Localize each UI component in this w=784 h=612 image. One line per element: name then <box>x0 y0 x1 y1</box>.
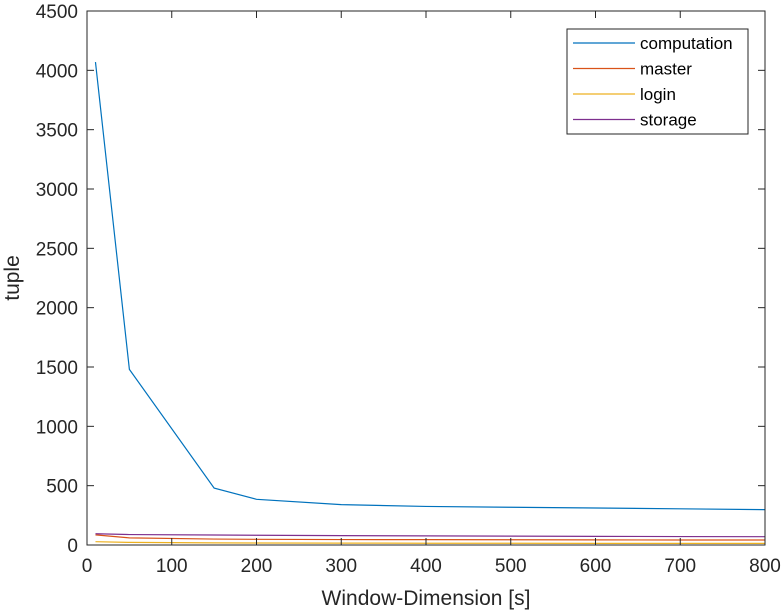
x-tick-label: 700 <box>664 556 696 577</box>
x-tick-label: 500 <box>495 556 527 577</box>
y-tick-label: 4500 <box>36 2 78 23</box>
x-tick-label: 400 <box>410 556 442 577</box>
x-tick-label: 0 <box>82 556 93 577</box>
x-tick-label: 100 <box>156 556 188 577</box>
y-tick-label: 500 <box>46 477 78 498</box>
series-line-computation <box>94 61 766 511</box>
y-tick-label: 4000 <box>36 61 78 82</box>
x-tick-label: 200 <box>241 556 273 577</box>
y-tick-label: 0 <box>67 536 78 557</box>
axes-layer: 0 100 200 300 400 500 600 700 800 0 500 1000 1500 200… <box>36 2 781 577</box>
x-tick-label: 600 <box>580 556 612 577</box>
y-tick-label: 3500 <box>36 121 78 142</box>
x-tick-label: 300 <box>325 556 357 577</box>
x-axis-label: Window-Dimension [s] <box>322 587 531 610</box>
y-tick-label: 3000 <box>36 180 78 201</box>
series-line-storage <box>95 533 766 538</box>
y-tick-label: 2000 <box>36 299 78 320</box>
legend-label: master <box>640 60 692 79</box>
y-tick-label: 1500 <box>36 358 78 379</box>
legend: computation master login storage <box>566 28 749 135</box>
legend-label: login <box>640 85 676 104</box>
legend-label: storage <box>640 111 697 130</box>
legend-label: computation <box>640 34 733 53</box>
y-axis-label: tuple <box>1 255 24 301</box>
y-tick-label: 1000 <box>36 417 78 438</box>
legend-box <box>566 28 749 135</box>
x-tick-label: 800 <box>749 556 781 577</box>
y-tick-label: 2500 <box>36 239 78 260</box>
series-layer <box>94 61 766 544</box>
